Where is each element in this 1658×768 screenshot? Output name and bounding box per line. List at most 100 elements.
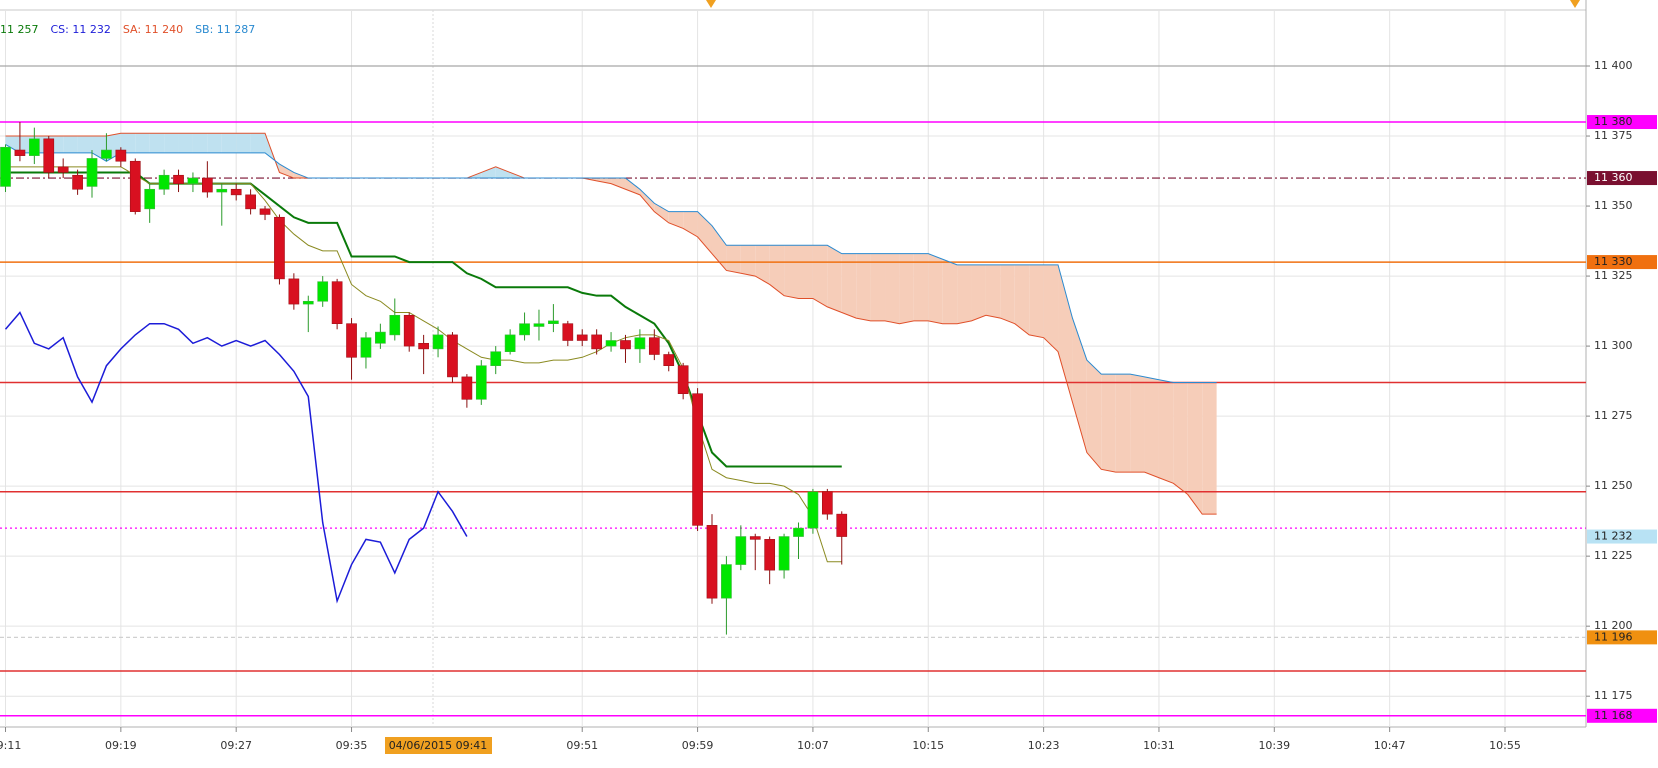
x-tick-label: 10:07	[797, 739, 829, 752]
candle-body	[0, 146, 11, 187]
candle-body	[317, 281, 329, 302]
cloud-fill	[149, 133, 165, 153]
candle-body	[173, 174, 184, 184]
candle-body	[576, 334, 588, 341]
candle-body	[749, 536, 761, 540]
cloud-fill	[985, 264, 1001, 319]
cloud-fill	[611, 178, 626, 190]
cloud-fill	[192, 133, 208, 153]
candle-body	[129, 160, 141, 212]
candle-body	[706, 525, 718, 599]
candle-body	[57, 166, 69, 173]
candle-body	[158, 174, 170, 190]
candle-body	[202, 177, 213, 193]
cloud-fill	[942, 259, 958, 324]
candle-body	[14, 149, 26, 156]
cloud-fill	[755, 245, 770, 285]
cloud-fill	[769, 245, 785, 296]
cloud-fill	[1058, 264, 1073, 403]
cloud-fill	[1115, 374, 1131, 473]
candle-body	[677, 365, 689, 395]
cloud-fill	[207, 133, 222, 153]
y-tick-label: 11 250	[1594, 479, 1633, 492]
y-tick-label: 11 175	[1594, 689, 1633, 702]
x-tick-label: 10:23	[1028, 739, 1060, 752]
cloud-fill	[178, 133, 193, 153]
x-tick-label: 09:19	[105, 739, 137, 752]
price-tag	[1587, 708, 1657, 723]
candle-body	[360, 337, 372, 358]
candle-body	[216, 188, 228, 193]
candle-body	[245, 194, 256, 210]
candle-body	[663, 354, 675, 366]
cloud-fill	[726, 245, 741, 274]
cloud-fill	[221, 133, 237, 153]
cloud-fill	[596, 178, 612, 184]
x-tick-label: 09:59	[682, 739, 714, 752]
x-tick-label: 10:55	[1489, 739, 1521, 752]
cloud-fill	[63, 136, 78, 153]
cloud-fill	[135, 133, 150, 153]
y-tick-label: 11 400	[1594, 59, 1633, 72]
legend-item: SA: 11 240	[123, 23, 183, 36]
candle-body	[764, 539, 776, 571]
candle-body	[28, 138, 40, 156]
cloud-fill	[1086, 360, 1102, 470]
candle-body	[331, 281, 343, 324]
cloud-fill	[856, 253, 871, 321]
cloud-fill	[1130, 374, 1145, 473]
candle-body	[519, 323, 530, 336]
candle-body	[447, 334, 458, 378]
cloud-fill	[654, 203, 669, 223]
y-tick-label: 11 375	[1594, 129, 1633, 142]
candle-body	[504, 334, 516, 352]
candle-body	[375, 331, 386, 344]
cloud-fill	[798, 245, 813, 299]
cloud-fill	[711, 225, 727, 271]
price-tag	[1587, 630, 1657, 645]
cloud-fill	[120, 133, 136, 153]
candle-body	[403, 314, 415, 347]
candle-body	[821, 491, 833, 515]
candle-body	[418, 342, 429, 350]
candle-body	[288, 278, 300, 305]
cloud-fill	[236, 133, 251, 153]
candle-body	[144, 188, 156, 210]
cloud-fill	[812, 245, 828, 307]
cloud-fill	[957, 264, 972, 324]
candle-body	[461, 376, 473, 400]
cloud-fill	[1029, 264, 1044, 338]
candle-body	[533, 323, 545, 327]
candle-body	[259, 208, 271, 215]
crosshair-box	[385, 737, 492, 754]
cloud-fill	[77, 136, 93, 153]
top-marker	[706, 0, 716, 8]
x-tick-label: 09:35	[336, 739, 368, 752]
y-tick-label: 11 200	[1594, 619, 1633, 632]
cloud-fill	[899, 253, 914, 324]
cloud-fill	[5, 136, 20, 153]
cloud-fill	[1101, 374, 1116, 473]
candle-body	[692, 393, 703, 526]
cloud-fill	[913, 253, 929, 321]
legend-item: 11 257	[0, 23, 39, 36]
candle-body	[302, 300, 314, 305]
candle-body	[605, 340, 617, 347]
x-tick-label: 10:31	[1143, 739, 1175, 752]
span-a-line	[5, 132, 1217, 515]
cloud-fill	[1043, 264, 1059, 352]
price-tag	[1587, 115, 1657, 130]
cloud-fill	[1173, 382, 1188, 495]
candle-body	[86, 158, 98, 187]
cloud-fill	[740, 245, 756, 277]
candle-body	[620, 340, 631, 350]
y-tick-label: 11 350	[1594, 199, 1633, 212]
x-tick-label: 09:11	[0, 739, 21, 752]
cloud-fill	[1014, 264, 1030, 335]
candle-body	[562, 323, 574, 341]
crosshair-label: 04/06/2015 09:41	[389, 739, 488, 752]
y-tick-label: 11 275	[1594, 409, 1633, 422]
cloud-fill	[885, 253, 900, 324]
price-tag-label: 11 196	[1594, 630, 1633, 643]
